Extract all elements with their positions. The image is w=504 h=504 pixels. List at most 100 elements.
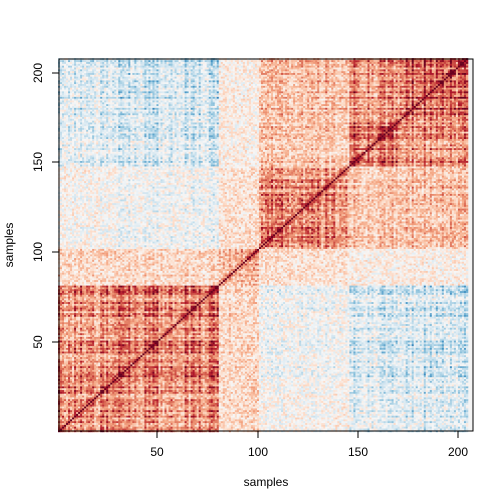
heatmap-cell: [82, 185, 84, 187]
heatmap-cell: [82, 139, 84, 141]
heatmap-cell: [80, 75, 82, 77]
heatmap-cell: [70, 216, 72, 218]
heatmap-cell: [84, 285, 86, 287]
heatmap-cell: [84, 421, 86, 423]
heatmap-cell: [78, 412, 80, 414]
heatmap-cell: [88, 370, 90, 372]
heatmap-cell: [80, 348, 82, 350]
heatmap-cell: [76, 269, 78, 271]
heatmap-cell: [72, 190, 74, 192]
heatmap-cell: [62, 351, 64, 353]
heatmap-cell: [86, 234, 88, 236]
heatmap-cell: [68, 67, 70, 69]
heatmap-cell: [74, 157, 76, 159]
heatmap-cell: [92, 368, 94, 370]
heatmap-cell: [62, 104, 64, 106]
heatmap-cell: [72, 93, 74, 95]
heatmap-cell: [64, 183, 66, 185]
heatmap-cell: [84, 238, 86, 240]
heatmap-cell: [88, 153, 90, 155]
heatmap-cell: [74, 131, 76, 133]
heatmap-cell: [84, 69, 86, 71]
heatmap-cell: [84, 197, 86, 199]
heatmap-cell: [66, 161, 68, 163]
heatmap-cell: [84, 351, 86, 353]
heatmap-cell: [80, 218, 82, 220]
heatmap-cell: [76, 245, 78, 247]
heatmap-cell: [62, 401, 64, 403]
heatmap-cell: [60, 153, 62, 155]
heatmap-cell: [80, 382, 82, 384]
heatmap-cell: [86, 370, 88, 372]
heatmap-cell: [72, 348, 74, 350]
heatmap-cell: [70, 86, 72, 88]
heatmap-cell: [72, 139, 74, 141]
heatmap-cell: [68, 69, 70, 71]
heatmap-cell: [86, 196, 88, 198]
heatmap-cell: [72, 196, 74, 198]
heatmap-cell: [84, 355, 86, 357]
heatmap-cell: [90, 304, 92, 306]
heatmap-cell: [74, 223, 76, 225]
heatmap-cell: [68, 203, 70, 205]
heatmap-cell: [80, 401, 82, 403]
heatmap-cell: [60, 342, 62, 344]
heatmap-cell: [64, 234, 66, 236]
heatmap-cell: [84, 364, 86, 366]
heatmap-cell: [70, 366, 72, 368]
heatmap-cell: [82, 84, 84, 86]
heatmap-cell: [72, 73, 74, 75]
heatmap-cell: [68, 223, 70, 225]
heatmap-cell: [80, 397, 82, 399]
heatmap-cell: [82, 179, 84, 181]
heatmap-cell: [80, 120, 82, 122]
heatmap-cell: [60, 207, 62, 209]
heatmap-cell: [60, 307, 62, 309]
heatmap-cell: [64, 364, 66, 366]
heatmap-cell: [82, 375, 84, 377]
heatmap-cell: [68, 315, 70, 317]
heatmap-cell: [66, 408, 68, 410]
heatmap-cell: [66, 225, 68, 227]
heatmap-cell: [80, 283, 82, 285]
heatmap-cell: [82, 218, 84, 220]
heatmap-cell: [70, 210, 72, 212]
heatmap-cell: [84, 104, 86, 106]
heatmap-cell: [64, 318, 66, 320]
heatmap-cell: [78, 320, 80, 322]
heatmap-cell: [76, 331, 78, 333]
heatmap-cell: [62, 212, 64, 214]
heatmap-cell: [90, 91, 92, 93]
heatmap-cell: [78, 368, 80, 370]
heatmap-cell: [72, 108, 74, 110]
heatmap-cell: [70, 282, 72, 284]
heatmap-cell: [84, 375, 86, 377]
heatmap-cell: [90, 262, 92, 264]
heatmap-cell: [66, 236, 68, 238]
heatmap-cell: [68, 141, 70, 143]
heatmap-cell: [76, 80, 78, 82]
heatmap-cell: [66, 285, 68, 287]
heatmap-cell: [66, 241, 68, 243]
heatmap-cell: [88, 399, 90, 401]
heatmap-cell: [60, 230, 62, 232]
heatmap-cell: [60, 120, 62, 122]
heatmap-cell: [90, 212, 92, 214]
heatmap-cell: [66, 153, 68, 155]
heatmap-cell: [88, 223, 90, 225]
heatmap-cell: [88, 124, 90, 126]
heatmap-cell: [80, 278, 82, 280]
heatmap-cell: [68, 320, 70, 322]
heatmap-cell: [78, 67, 80, 69]
heatmap-cell: [66, 256, 68, 258]
heatmap-cell: [78, 406, 80, 408]
heatmap-cell: [84, 219, 86, 221]
heatmap-cell: [78, 76, 80, 78]
heatmap-cell: [80, 153, 82, 155]
heatmap-cell: [82, 348, 84, 350]
heatmap-cell: [64, 417, 66, 419]
heatmap-cell: [66, 73, 68, 75]
heatmap-cell: [86, 199, 88, 201]
heatmap-cell: [62, 214, 64, 216]
heatmap-cell: [70, 153, 72, 155]
